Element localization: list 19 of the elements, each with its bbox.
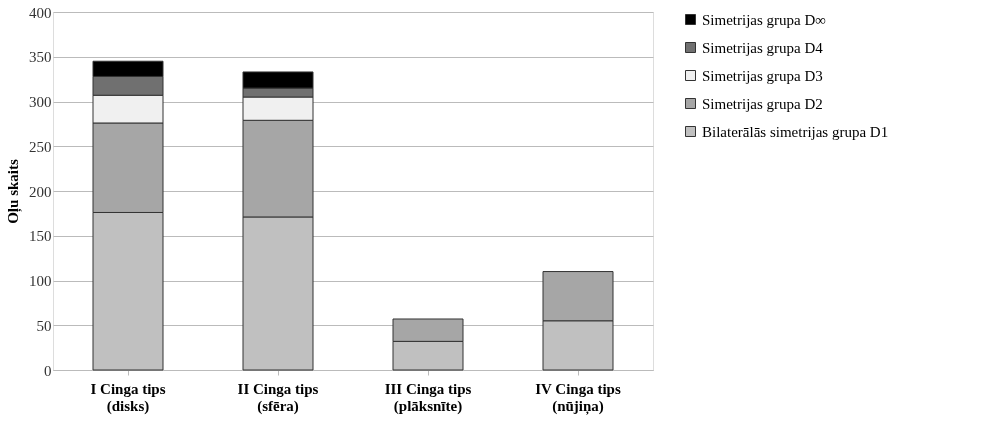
y-tick-label: 150 <box>29 228 52 245</box>
legend-label: Simetrijas grupa D∞ <box>702 11 827 28</box>
y-tick-label: 300 <box>29 94 52 110</box>
x-tick-label: IV Cinga tips (nūjiņa) <box>535 380 621 415</box>
x-tick-label: III Cinga tips (plāksnīte) <box>384 380 472 415</box>
y-tick-label: 0 <box>44 362 52 379</box>
y-tick-label: 350 <box>29 49 52 66</box>
y-tick-label: 250 <box>29 138 52 155</box>
legend-label: Simetrijas grupa D4 <box>702 39 824 56</box>
y-tick-label: 200 <box>29 183 52 200</box>
legend-label: Simetrijas grupa D3 <box>702 67 823 84</box>
y-tick-label: 400 <box>29 4 52 21</box>
y-axis-title: Oļu skaits <box>5 159 22 224</box>
x-tick-label: I Cinga tips (disks) <box>90 380 166 415</box>
legend-label: Simetrijas grupa D2 <box>702 95 823 112</box>
y-tick-label: 50 <box>36 317 52 334</box>
y-tick-label: 100 <box>29 273 52 289</box>
x-tick-label: II Cinga tips (sfēra) <box>237 380 319 415</box>
legend-label: Bilaterālās simetrijas grupa D1 <box>702 123 889 140</box>
